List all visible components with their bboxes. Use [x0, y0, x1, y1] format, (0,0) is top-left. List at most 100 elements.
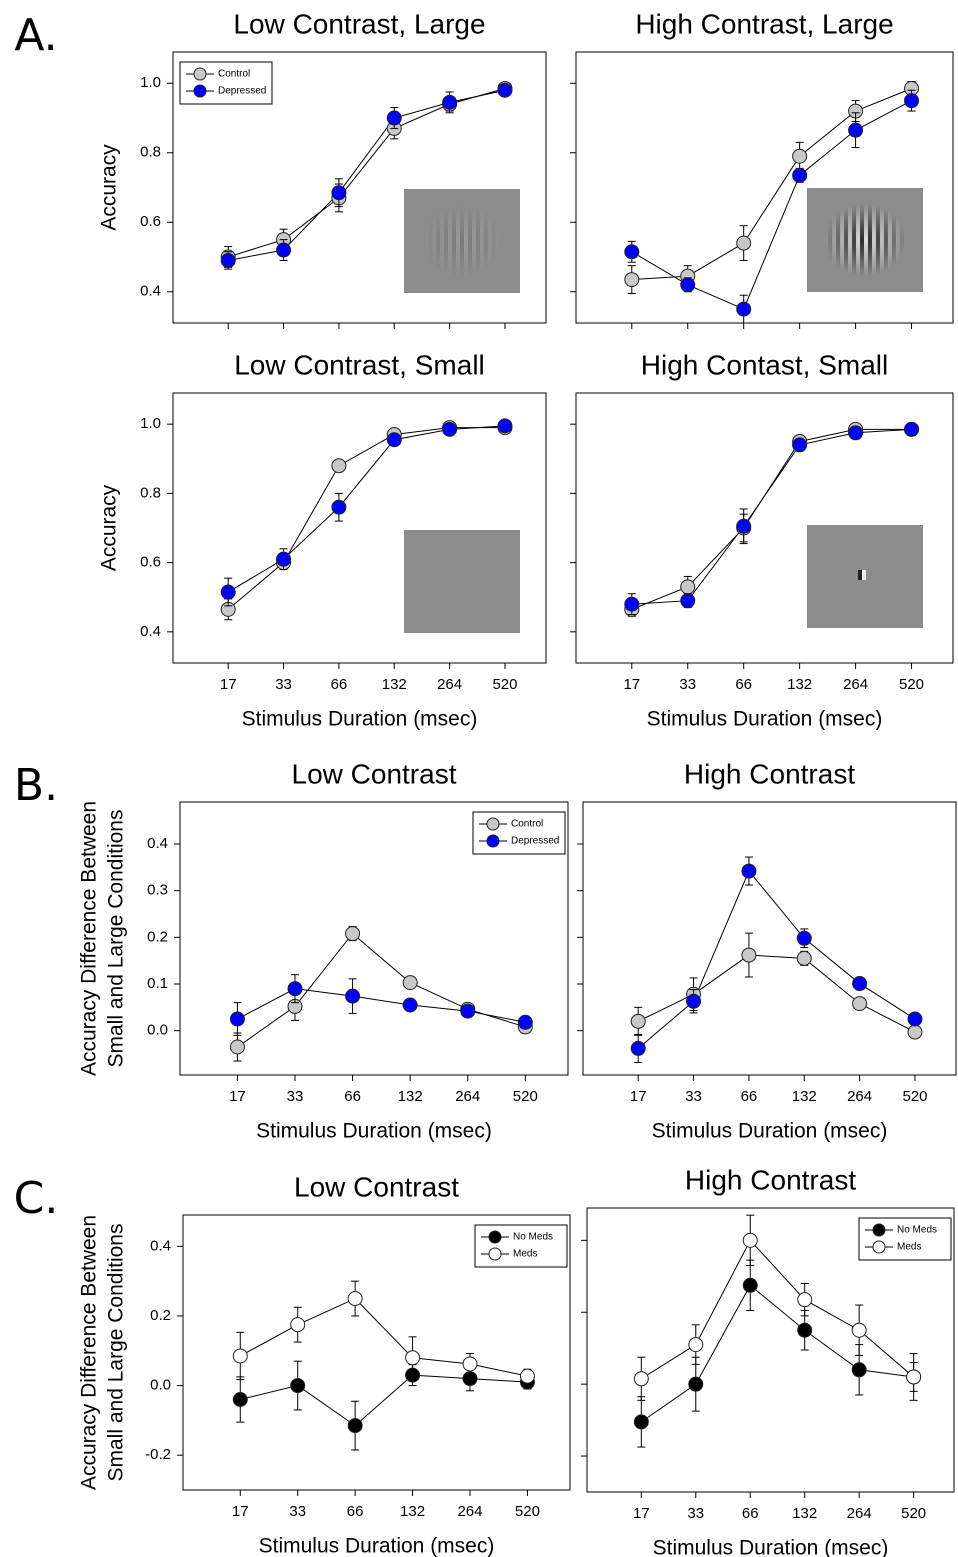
legend-marker [193, 67, 207, 81]
data-point [686, 993, 702, 1009]
data-point [347, 1291, 363, 1307]
plot-frame [172, 392, 547, 664]
series-line [637, 954, 916, 1033]
plot-frame [182, 1214, 571, 1491]
plot-frame [172, 51, 547, 324]
data-point [497, 82, 513, 98]
series-line [240, 1374, 528, 1427]
data-point [442, 421, 458, 437]
data-point [624, 272, 640, 288]
data-point [736, 235, 752, 251]
legend: No Meds Meds [858, 1217, 952, 1261]
series-line [228, 89, 506, 261]
data-point [680, 593, 696, 609]
data-point [688, 1376, 704, 1392]
chart-title: Low Contrast [292, 758, 457, 789]
data-point [386, 432, 402, 448]
chart-panel: High Contast, Small Stimulus Duration (ms… [570, 349, 954, 731]
y-axis-label: Accuracy [98, 144, 121, 231]
x-tick-label: 132 [382, 676, 407, 693]
legend-label: Control [511, 819, 543, 830]
y-tick-label: 0.2 [147, 928, 168, 945]
y-axis-label: Small and Large Conditions [105, 1224, 128, 1482]
data-point [680, 277, 696, 293]
x-tick-label: 132 [400, 1503, 425, 1520]
legend-label: Depressed [218, 86, 266, 97]
data-point [497, 418, 513, 434]
chart-title: Low Contrast, Small [234, 349, 485, 380]
data-point [220, 584, 236, 600]
data-point [460, 1003, 476, 1019]
chart-panel: Low Contrast B. Accuracy Difference Betwee… [14, 758, 569, 1143]
x-axis-label: Stimulus Duration (msec) [242, 708, 478, 731]
x-tick-label: 33 [679, 676, 696, 693]
plot-frame [179, 801, 569, 1076]
data-point [680, 579, 696, 595]
chart-title: High Contrast, Large [635, 8, 893, 39]
data-point [848, 425, 864, 441]
x-tick-label: 17 [220, 676, 237, 693]
inset-blob [862, 570, 866, 580]
series-line [227, 425, 506, 593]
y-tick-label: 0.4 [140, 623, 161, 640]
x-tick-label: 33 [275, 676, 292, 693]
x-tick-label: 66 [735, 676, 752, 693]
legend-marker [488, 1230, 502, 1244]
x-tick-label: 17 [623, 676, 640, 693]
data-point [736, 518, 752, 534]
data-point [852, 976, 868, 992]
data-point [907, 1024, 923, 1040]
inset-grating [807, 188, 923, 292]
x-tick-label: 132 [792, 1088, 817, 1105]
data-point [797, 1322, 813, 1338]
data-point [402, 975, 418, 991]
x-tick-label: 17 [630, 1088, 647, 1105]
x-tick-label: 264 [455, 1088, 480, 1105]
inset-images [404, 188, 923, 633]
chart-title: Low Contrast, Large [233, 8, 485, 39]
data-point [624, 596, 640, 612]
x-tick-label: 132 [787, 676, 812, 693]
series-line [631, 100, 912, 310]
data-point [741, 863, 757, 879]
series-line [227, 427, 505, 610]
data-point [633, 1371, 649, 1387]
y-tick-label: 0.0 [150, 1377, 171, 1394]
data-point [462, 1356, 478, 1372]
data-point [402, 997, 418, 1013]
legend: No Meds Meds [474, 1224, 568, 1268]
y-tick-label: 0.4 [150, 1237, 171, 1254]
chart-title: High Contrast [685, 1164, 856, 1195]
x-axis-label: Stimulus Duration (msec) [259, 1535, 495, 1557]
data-point [276, 551, 292, 567]
legend-marker [488, 1247, 502, 1261]
data-point [232, 1391, 248, 1407]
series-line [237, 932, 526, 1048]
series-line [240, 1297, 528, 1377]
data-point [386, 110, 402, 126]
data-point [229, 1011, 245, 1027]
y-tick-label: 0.8 [140, 484, 161, 501]
y-tick-label: 0.4 [147, 835, 168, 852]
y-axis-label: Accuracy [98, 484, 121, 571]
legend-label: Meds [513, 1249, 537, 1260]
legend-marker [872, 1223, 886, 1237]
x-tick-label: 33 [289, 1503, 306, 1520]
legend-label: Control [218, 69, 250, 80]
y-axis-label: Small and Large Conditions [105, 810, 128, 1068]
legend-marker [486, 817, 500, 831]
y-tick-label: 0.6 [140, 213, 161, 230]
chart-title: High Contrast [684, 758, 855, 789]
data-point [347, 1418, 363, 1434]
y-tick-label: 0.1 [147, 975, 168, 992]
y-tick-label: 0.3 [147, 882, 168, 899]
data-point [220, 252, 236, 268]
data-point [405, 1350, 421, 1366]
legend-box [474, 1224, 568, 1268]
data-point [907, 1011, 923, 1027]
data-point [331, 458, 347, 474]
legend-marker [872, 1240, 886, 1254]
